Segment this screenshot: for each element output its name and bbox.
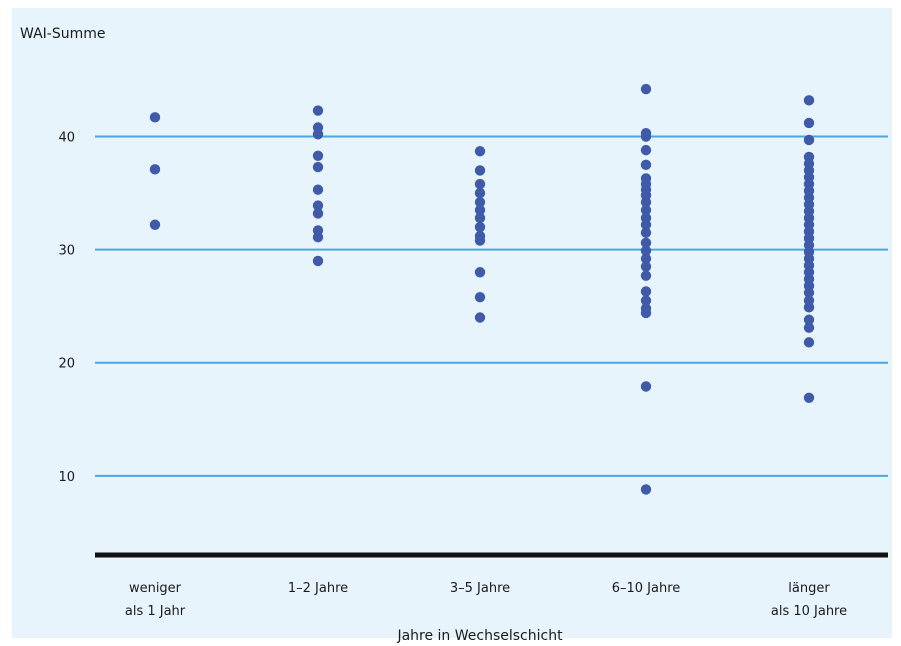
- y-tick-label: 20: [58, 357, 75, 372]
- data-point: [312, 161, 324, 173]
- data-point: [474, 267, 486, 278]
- data-point: [803, 134, 815, 146]
- data-point: [640, 484, 652, 495]
- data-point: [474, 221, 486, 233]
- data-point: [474, 165, 486, 176]
- y-axis-title: WAI-Summe: [20, 26, 105, 42]
- x-category-label: als 10 Jahre: [771, 604, 847, 619]
- x-category-label: 3–5 Jahre: [450, 581, 510, 596]
- gridlines: [95, 135, 888, 558]
- data-point: [640, 253, 652, 264]
- data-point: [803, 302, 815, 313]
- data-point: [474, 187, 486, 199]
- data-point: [640, 159, 652, 171]
- data-point: [474, 204, 486, 216]
- data-point: [640, 270, 652, 281]
- y-tick-label: 10: [58, 470, 75, 485]
- x-category-label: 1–2 Jahre: [288, 581, 348, 596]
- x-axis-title: Jahre in Wechselschicht: [396, 628, 563, 644]
- data-point: [474, 291, 486, 303]
- plot-background: [12, 8, 892, 638]
- data-point: [312, 232, 324, 243]
- data-point: [640, 295, 652, 306]
- data-point: [474, 196, 486, 208]
- y-tick-labels: 10 20 30 40: [58, 131, 75, 485]
- data-point: [640, 237, 652, 249]
- data-point: [640, 245, 652, 256]
- data-point: [640, 381, 652, 392]
- data-point: [803, 314, 815, 325]
- data-point: [312, 129, 324, 140]
- data-point: [803, 322, 815, 333]
- data-point: [474, 146, 486, 157]
- data-point: [474, 178, 486, 190]
- data-point: [312, 208, 324, 219]
- x-category-label: länger: [788, 581, 830, 596]
- data-point: [474, 312, 486, 323]
- data-point: [312, 255, 324, 267]
- data-point: [640, 83, 652, 95]
- data-point: [640, 196, 652, 208]
- data-point: [640, 227, 652, 238]
- data-point: [803, 337, 815, 348]
- data-point: [312, 200, 324, 211]
- data-point: [474, 235, 486, 246]
- x-category-labels: weniger als 1 Jahr 1–2 Jahre 3–5 Jahre 6–10 …: [125, 581, 847, 619]
- data-point: [640, 286, 652, 297]
- data-point: [312, 150, 324, 161]
- data-point: [640, 204, 652, 216]
- data-point: [474, 212, 486, 224]
- data-point: [149, 164, 161, 175]
- data-point: [312, 105, 324, 116]
- data-point: [640, 261, 652, 272]
- data-point: [640, 131, 652, 142]
- x-category-label: 6–10 Jahre: [612, 581, 681, 596]
- data-point: [803, 287, 815, 298]
- data-point: [803, 117, 815, 129]
- y-tick-label: 30: [58, 244, 75, 259]
- data-point: [312, 184, 324, 195]
- x-category-label: als 1 Jahr: [125, 604, 186, 619]
- data-point: [803, 95, 815, 106]
- data-point: [640, 219, 652, 230]
- x-category-label: weniger: [129, 581, 182, 596]
- data-points: [149, 83, 815, 495]
- data-point: [640, 307, 652, 319]
- data-point: [149, 112, 161, 123]
- data-point: [640, 144, 652, 156]
- y-tick-label: 40: [58, 131, 75, 146]
- data-point: [803, 392, 815, 403]
- data-point: [149, 219, 161, 230]
